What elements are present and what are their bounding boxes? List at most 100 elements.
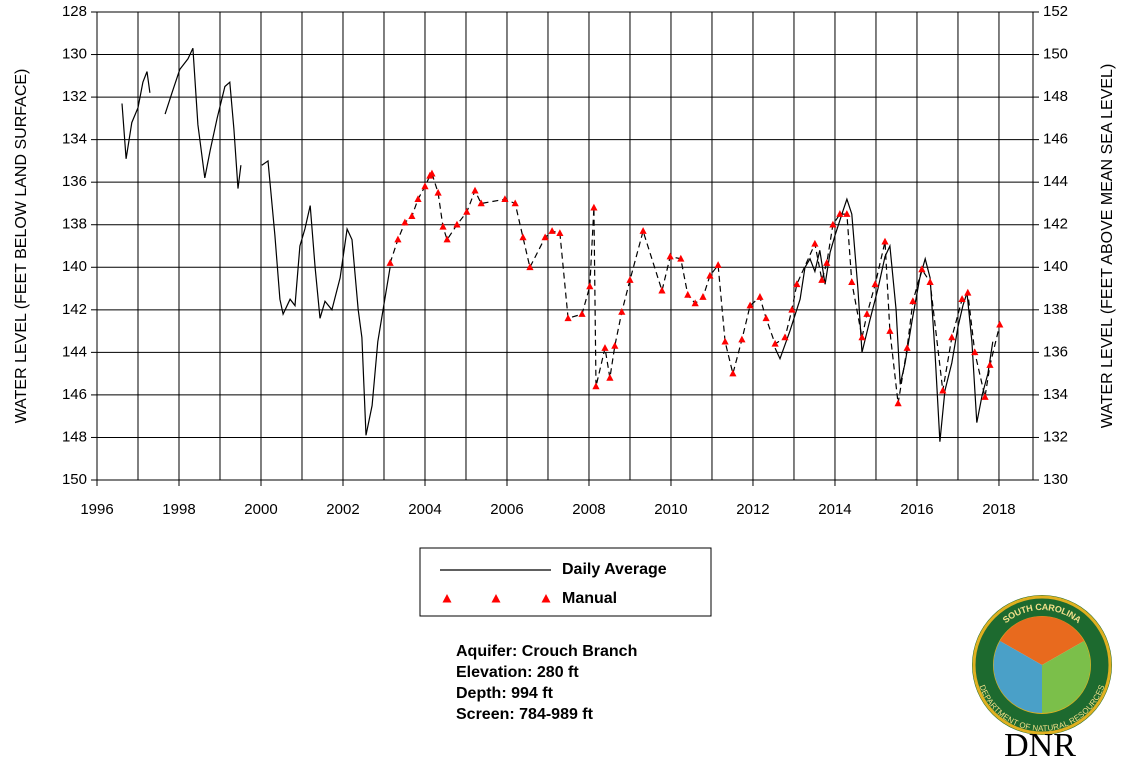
legend-marker xyxy=(491,594,501,603)
data-point xyxy=(428,169,436,177)
y2-axis-label: WATER LEVEL (FEET ABOVE MEAN SEA LEVEL) xyxy=(1099,64,1116,429)
data-point xyxy=(541,233,549,241)
data-point xyxy=(691,299,699,307)
y-tick-label: 144 xyxy=(62,343,87,360)
x-tick-label: 2006 xyxy=(490,501,523,518)
y2-tick-label: 132 xyxy=(1043,428,1068,445)
data-point xyxy=(939,386,947,394)
y-tick-label: 140 xyxy=(62,258,87,275)
annotation: Aquifer: Crouch Branch xyxy=(456,643,637,660)
data-point xyxy=(477,199,485,207)
data-point xyxy=(471,186,479,194)
data-point xyxy=(721,337,729,345)
data-point xyxy=(781,333,789,341)
logo: SOUTH CAROLINA DEPARTMENT OF NATURAL RES… xyxy=(972,595,1112,764)
data-point xyxy=(699,293,707,300)
data-point xyxy=(881,237,889,245)
data-point xyxy=(443,235,451,243)
data-point xyxy=(818,276,826,283)
data-point xyxy=(848,278,856,285)
data-point xyxy=(421,182,429,190)
data-point xyxy=(590,203,598,211)
y-tick-label: 150 xyxy=(62,471,87,488)
y-tick-label: 134 xyxy=(62,131,87,148)
data-point xyxy=(519,233,527,241)
y2-tick-label: 134 xyxy=(1043,386,1068,403)
data-point xyxy=(453,220,461,228)
data-point xyxy=(586,282,594,290)
data-point xyxy=(386,259,394,266)
plot-area xyxy=(96,11,1034,481)
y2-tick-label: 138 xyxy=(1043,301,1068,318)
data-point xyxy=(948,333,956,341)
data-point xyxy=(714,261,722,268)
data-point xyxy=(788,305,796,313)
y-tick-label: 132 xyxy=(62,88,87,105)
y2-tick-label: 142 xyxy=(1043,216,1068,233)
data-point xyxy=(762,314,770,322)
y-tick-label: 146 xyxy=(62,386,87,403)
y-tick-label: 128 xyxy=(62,3,87,20)
series-line xyxy=(389,172,1001,404)
data-point xyxy=(793,280,801,288)
data-point xyxy=(511,199,519,207)
logo-sector xyxy=(993,641,1042,714)
data-point xyxy=(592,382,600,390)
data-point xyxy=(548,227,556,234)
y-tick-label: 148 xyxy=(62,428,87,445)
data-point xyxy=(666,252,674,260)
data-point xyxy=(434,188,442,196)
logo-sector xyxy=(1000,616,1084,665)
y-tick-label: 138 xyxy=(62,216,87,233)
x-tick-label: 2012 xyxy=(736,501,769,518)
data-point xyxy=(918,265,926,273)
data-point xyxy=(971,348,979,356)
data-point xyxy=(626,276,634,283)
x-tick-label: 2010 xyxy=(654,501,687,518)
data-point xyxy=(746,301,754,309)
y2-tick-label: 148 xyxy=(1043,88,1068,105)
data-point xyxy=(408,212,416,220)
logo-rim xyxy=(972,595,1112,735)
y2-tick-label: 130 xyxy=(1043,471,1068,488)
data-point xyxy=(958,295,966,302)
y2-tick-label: 152 xyxy=(1043,3,1068,20)
data-point xyxy=(863,310,871,317)
data-point xyxy=(843,210,851,217)
data-point xyxy=(811,239,819,247)
data-point xyxy=(394,235,402,243)
data-point xyxy=(401,218,409,226)
legend-label: Daily Average xyxy=(562,561,667,578)
annotation: Elevation: 280 ft xyxy=(456,664,579,681)
x-tick-label: 2014 xyxy=(818,501,851,518)
y2-tick-label: 146 xyxy=(1043,131,1068,148)
y-tick-label: 130 xyxy=(62,46,87,63)
data-point xyxy=(677,254,685,262)
y2-tick-label: 150 xyxy=(1043,46,1068,63)
x-tick-label: 2004 xyxy=(408,501,441,518)
series-line xyxy=(121,47,994,442)
y2-tick-label: 136 xyxy=(1043,343,1068,360)
data-point xyxy=(684,290,692,298)
y-tick-label: 142 xyxy=(62,301,87,318)
data-point xyxy=(986,361,994,368)
data-point xyxy=(556,229,564,237)
data-point xyxy=(729,369,737,377)
x-tick-label: 2018 xyxy=(982,501,1015,518)
x-tick-label: 1998 xyxy=(162,501,195,518)
data-point xyxy=(858,333,866,341)
data-point xyxy=(564,314,572,322)
data-point xyxy=(871,280,879,288)
data-point xyxy=(501,195,509,202)
data-point xyxy=(909,297,917,305)
data-point xyxy=(903,344,911,351)
data-point xyxy=(886,327,894,334)
y2-tick-label: 140 xyxy=(1043,258,1068,275)
annotation: Screen: 784-989 ft xyxy=(456,706,594,723)
data-point xyxy=(894,399,902,407)
data-point xyxy=(606,373,614,381)
data-point xyxy=(658,286,666,294)
legend-label: Manual xyxy=(562,590,617,607)
data-point xyxy=(996,320,1004,328)
